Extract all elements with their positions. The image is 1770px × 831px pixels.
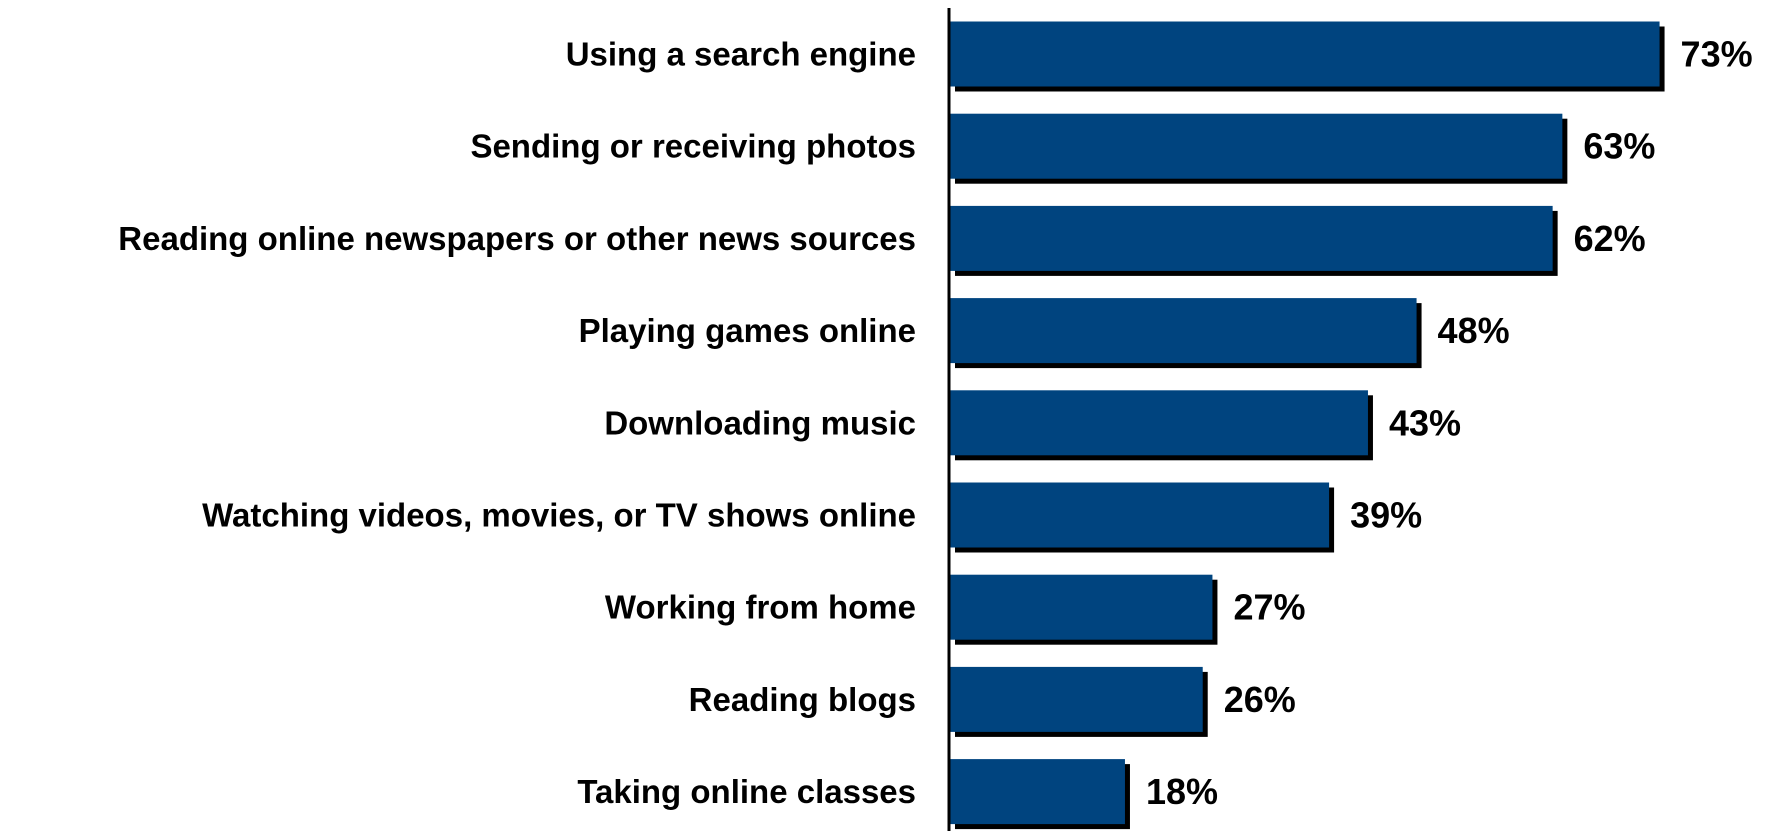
bar-group: Using a search engine 73% bbox=[566, 21, 1753, 92]
value-label: 18% bbox=[1146, 771, 1218, 812]
bar-group: Taking online classes 18% bbox=[577, 759, 1218, 830]
category-label: Reading online newspapers or other news … bbox=[118, 220, 916, 257]
category-label: Downloading music bbox=[604, 404, 916, 441]
value-label: 63% bbox=[1583, 126, 1655, 167]
category-label: Watching videos, movies, or TV shows onl… bbox=[202, 497, 916, 534]
bar bbox=[950, 759, 1125, 825]
value-label: 62% bbox=[1574, 218, 1646, 259]
bar-group: Reading online newspapers or other news … bbox=[118, 205, 1646, 276]
value-label: 48% bbox=[1438, 310, 1510, 351]
bar bbox=[950, 482, 1330, 548]
bar bbox=[950, 390, 1368, 456]
bar-group: Sending or receiving photos 63% bbox=[470, 113, 1655, 184]
bar bbox=[950, 298, 1417, 364]
value-label: 27% bbox=[1233, 587, 1305, 628]
bar-group: Working from home 27% bbox=[605, 574, 1306, 645]
category-label: Using a search engine bbox=[566, 36, 916, 73]
category-label: Sending or receiving photos bbox=[470, 128, 916, 165]
bar bbox=[950, 666, 1203, 732]
bar-group: Reading blogs 26% bbox=[689, 666, 1296, 737]
value-label: 73% bbox=[1681, 34, 1753, 75]
category-label: Working from home bbox=[605, 589, 916, 626]
value-label: 43% bbox=[1389, 402, 1461, 443]
value-label: 39% bbox=[1350, 495, 1422, 536]
bars-layer: Using a search engine 73% Sending or recei… bbox=[118, 21, 1753, 830]
bar bbox=[950, 205, 1553, 271]
bar-group: Watching videos, movies, or TV shows onl… bbox=[202, 482, 1422, 553]
bar-group: Playing games online 48% bbox=[579, 298, 1510, 369]
category-label: Playing games online bbox=[579, 312, 916, 349]
bar bbox=[950, 574, 1213, 640]
bar-group: Downloading music 43% bbox=[604, 390, 1461, 461]
category-label: Taking online classes bbox=[577, 773, 916, 810]
bar bbox=[950, 21, 1660, 87]
category-label: Reading blogs bbox=[689, 681, 916, 718]
value-label: 26% bbox=[1224, 679, 1296, 720]
bar bbox=[950, 113, 1563, 179]
